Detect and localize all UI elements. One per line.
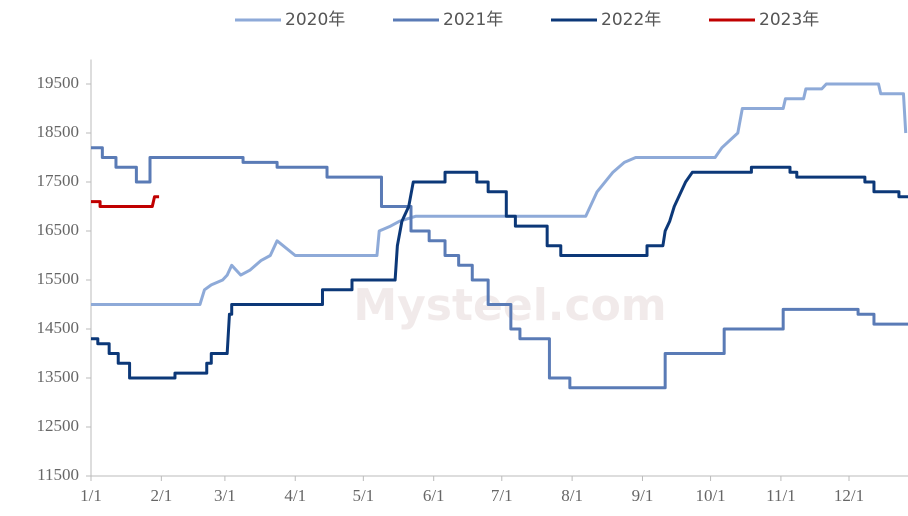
- legend-label: 2020年: [285, 10, 345, 30]
- x-tick-label: 10/1: [695, 486, 725, 505]
- legend-label: 2023年: [759, 10, 819, 30]
- y-tick-label: 14500: [37, 318, 80, 337]
- x-tick-label: 1/1: [80, 486, 102, 505]
- x-tick-label: 7/1: [491, 486, 513, 505]
- line-series: [91, 146, 908, 390]
- y-tick-label: 19500: [37, 73, 80, 92]
- legend-label: 2021年: [443, 10, 503, 30]
- y-tick-label: 13500: [37, 367, 80, 386]
- x-tick-label: 8/1: [561, 486, 583, 505]
- x-tick-label: 3/1: [214, 486, 236, 505]
- y-tick-label: 12500: [37, 416, 80, 435]
- x-tick-label: 5/1: [352, 486, 374, 505]
- line-series: [91, 165, 908, 380]
- line-series: [91, 195, 160, 208]
- x-tick-label: 12/1: [834, 486, 864, 505]
- y-tick-label: 11500: [37, 465, 79, 484]
- y-tick-label: 15500: [37, 269, 80, 288]
- line-series: [91, 82, 908, 306]
- x-tick-label: 9/1: [632, 486, 654, 505]
- x-tick-label: 11/1: [766, 486, 796, 505]
- legend-label: 2022年: [601, 10, 661, 30]
- x-tick-label: 6/1: [423, 486, 445, 505]
- y-tick-label: 17500: [37, 171, 80, 190]
- y-tick-label: 16500: [37, 220, 80, 239]
- x-tick-label: 2/1: [150, 486, 172, 505]
- x-tick-label: 4/1: [284, 486, 306, 505]
- y-tick-label: 18500: [37, 122, 80, 141]
